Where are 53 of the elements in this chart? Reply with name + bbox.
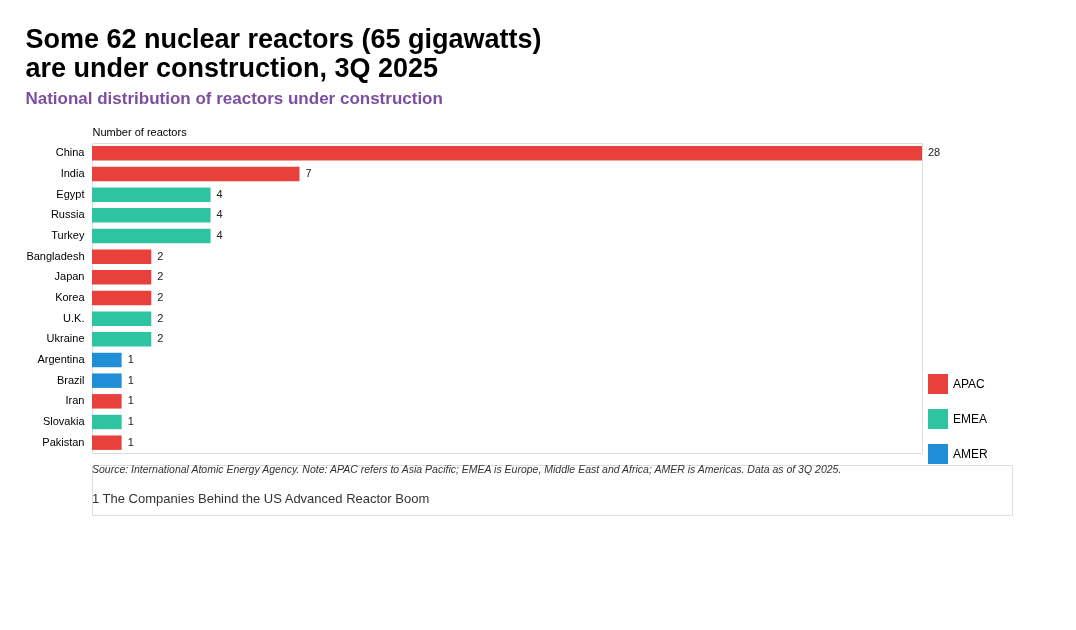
data-label: 28 bbox=[928, 146, 941, 159]
x-axis-title: Number of reactors bbox=[92, 125, 188, 138]
data-label: 1 bbox=[127, 435, 134, 448]
data-label: 4 bbox=[216, 208, 223, 221]
y-tick-label: India bbox=[60, 167, 86, 179]
bar bbox=[92, 187, 211, 202]
y-tick-label: Korea bbox=[55, 291, 86, 303]
text: 1 The Companies Behind the US Advanced Reactor Boom bbox=[92, 491, 430, 506]
bar bbox=[92, 146, 922, 161]
legend-label: EMEA bbox=[953, 412, 988, 426]
y-tick-label: Turkey bbox=[51, 229, 85, 241]
bar bbox=[92, 352, 122, 368]
data-label: 2 bbox=[157, 332, 164, 345]
bar bbox=[92, 414, 122, 430]
bar bbox=[92, 290, 152, 306]
bar bbox=[92, 228, 211, 244]
bar bbox=[92, 311, 152, 326]
y-tick-label: Brazil bbox=[56, 373, 85, 386]
bar bbox=[92, 208, 211, 223]
data-label: 1 bbox=[127, 415, 134, 427]
bar bbox=[92, 270, 152, 285]
y-tick-label: China bbox=[55, 146, 86, 159]
data-label: 2 bbox=[157, 311, 164, 324]
text: Some 62 nuclear reactors (65 gigawatts) bbox=[25, 23, 542, 54]
legend-label: AMER bbox=[953, 447, 988, 461]
bar bbox=[92, 332, 152, 347]
y-tick-label: Egypt bbox=[56, 187, 85, 200]
y-tick-label: Ukraine bbox=[46, 332, 85, 345]
y-tick-label: Iran bbox=[65, 394, 85, 407]
data-label: 7 bbox=[305, 167, 312, 179]
legend-label: APAC bbox=[953, 377, 986, 391]
data-label: 2 bbox=[157, 291, 164, 303]
source-note: Source: International Atomic Energy Agency. Note: APAC refers to Asia Pacific; EMEA is Europe, Middle East and Africa; AMER is Americas. Data as of 3Q 2025. bbox=[92, 463, 842, 475]
data-label: 4 bbox=[216, 187, 223, 200]
y-tick-label: U.K. bbox=[63, 311, 85, 324]
y-tick-label: Bangladesh bbox=[26, 249, 85, 262]
data-label: 2 bbox=[157, 270, 164, 283]
y-tick-label: Japan bbox=[54, 270, 85, 283]
data-label: 1 bbox=[127, 373, 134, 386]
data-label: 4 bbox=[216, 229, 223, 241]
y-tick-label: Slovakia bbox=[42, 415, 86, 427]
data-label: 1 bbox=[127, 394, 134, 407]
data-label: 1 bbox=[127, 353, 134, 365]
bar bbox=[92, 394, 122, 409]
y-tick-label: Russia bbox=[50, 208, 86, 221]
y-tick-label: Argentina bbox=[37, 353, 86, 365]
y-tick-label: Pakistan bbox=[42, 435, 85, 448]
chart-subtitle: National distribution of reactors under construction bbox=[25, 88, 443, 108]
bar bbox=[92, 373, 122, 388]
bar bbox=[92, 249, 152, 264]
data-label: 2 bbox=[157, 249, 164, 262]
bar bbox=[92, 166, 300, 182]
bar bbox=[92, 435, 122, 450]
